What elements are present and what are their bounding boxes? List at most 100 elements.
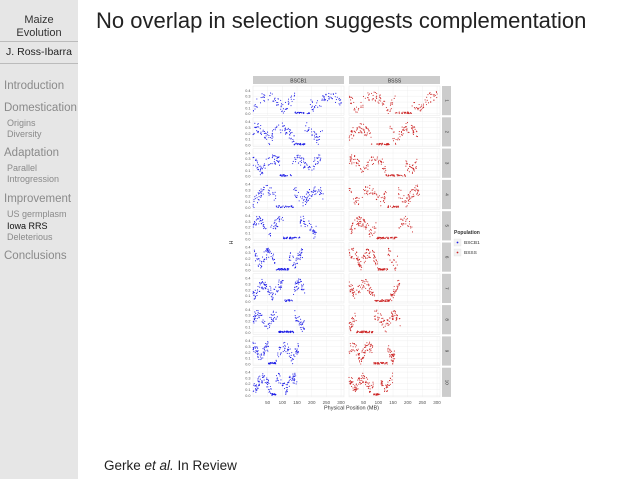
data-point [411, 196, 413, 198]
data-point [294, 187, 296, 189]
nav-sub-deleterious[interactable]: Deleterious [7, 232, 53, 242]
data-point [285, 392, 287, 394]
data-point [364, 282, 366, 284]
data-point [385, 323, 387, 325]
nav-sub-diversity[interactable]: Diversity [7, 129, 42, 139]
data-point [354, 386, 356, 388]
data-point [393, 258, 395, 261]
data-point [267, 386, 269, 388]
data-point [407, 194, 409, 196]
data-point [351, 154, 353, 156]
data-point [321, 98, 323, 100]
data-point [283, 175, 285, 177]
data-point [367, 344, 369, 346]
data-point [374, 256, 376, 258]
y-tick-label: 0.3 [245, 345, 250, 349]
data-point [262, 171, 264, 173]
data-point [267, 323, 269, 325]
data-point [357, 160, 360, 162]
data-point [359, 219, 361, 221]
data-point [310, 128, 313, 130]
data-point [368, 224, 370, 226]
data-point [295, 187, 297, 189]
data-point [363, 166, 365, 168]
data-point [260, 166, 262, 168]
data-point [357, 109, 359, 111]
data-point [252, 203, 254, 205]
data-point [367, 186, 369, 188]
data-point [397, 287, 399, 289]
data-point [279, 286, 281, 288]
data-point [415, 135, 418, 137]
data-point [389, 250, 391, 252]
data-point [369, 346, 371, 348]
data-point [392, 310, 394, 313]
data-point [252, 348, 254, 350]
nav-section-domestication[interactable]: Domestication [4, 102, 77, 114]
nav-sub-parallel[interactable]: Parallel [7, 163, 38, 173]
strip-bg-row [442, 336, 451, 366]
nav-section-conclusions[interactable]: Conclusions [4, 250, 67, 262]
nav-sub-iowa-rrs[interactable]: Iowa RRS [7, 221, 48, 231]
data-point [379, 159, 381, 161]
data-point [257, 347, 259, 349]
data-point [294, 290, 296, 292]
series-points-bsss [348, 278, 401, 303]
data-point [255, 391, 257, 393]
data-point [256, 318, 258, 320]
data-point [358, 216, 360, 218]
series-points-bsss [348, 247, 399, 271]
data-point [262, 173, 264, 175]
data-point [362, 286, 364, 288]
nav-section-introduction[interactable]: Introduction [4, 80, 65, 92]
data-point [362, 381, 364, 383]
data-point [263, 187, 265, 189]
y-tick-label: 0.4 [245, 183, 250, 187]
nav-sub-us-germplasm[interactable]: US germplasm [7, 209, 67, 219]
data-point [356, 111, 358, 113]
data-point [394, 175, 396, 177]
data-point [265, 284, 267, 286]
presentation-title[interactable]: Maize Evolution [0, 14, 78, 40]
data-point [260, 168, 262, 170]
nav-sub-introgression[interactable]: Introgression [7, 174, 60, 184]
author-name[interactable]: J. Ross-Ibarra [6, 46, 72, 58]
data-point [294, 194, 296, 196]
data-point [365, 287, 367, 289]
data-point [352, 318, 354, 320]
nav-section-improvement[interactable]: Improvement [4, 193, 72, 205]
data-point [302, 199, 305, 201]
data-point [392, 264, 394, 266]
series-points-bsss [348, 341, 396, 365]
data-point [328, 97, 330, 99]
data-point [306, 163, 308, 165]
nav-section-adaptation[interactable]: Adaptation [4, 147, 59, 159]
data-point [284, 299, 286, 301]
data-point [415, 166, 417, 168]
data-point [303, 222, 305, 225]
data-point [269, 390, 271, 392]
data-point [368, 330, 370, 332]
data-point [256, 202, 259, 204]
data-point [413, 107, 415, 109]
data-point [331, 97, 333, 100]
y-tick-label: 0.2 [245, 163, 250, 167]
data-point [304, 292, 306, 294]
data-point [313, 230, 315, 232]
data-point [365, 248, 367, 251]
data-point [267, 378, 269, 381]
data-point [296, 320, 298, 322]
data-point [254, 198, 256, 200]
data-point [284, 341, 286, 344]
data-point [280, 103, 283, 105]
data-point [376, 194, 378, 196]
data-point [261, 265, 263, 267]
data-point [314, 133, 316, 135]
data-point [372, 156, 374, 158]
nav-sub-origins[interactable]: Origins [7, 118, 36, 128]
data-point [363, 123, 365, 125]
data-point [379, 361, 382, 363]
data-point [380, 381, 382, 383]
x-tick-label: 100 [279, 400, 287, 405]
data-point [300, 255, 302, 257]
